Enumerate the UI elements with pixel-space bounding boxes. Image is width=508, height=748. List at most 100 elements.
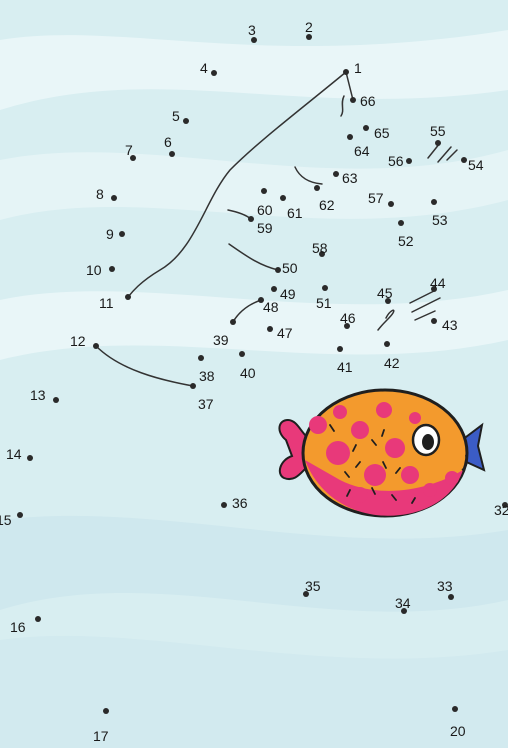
dot-53: 53 bbox=[431, 199, 448, 228]
dot-number-label: 45 bbox=[377, 285, 393, 301]
dot-66: 66 bbox=[350, 93, 376, 109]
dot-37: 37 bbox=[190, 383, 214, 412]
dot-48: 48 bbox=[258, 297, 279, 315]
dot-44: 44 bbox=[430, 275, 446, 292]
dot-6: 6 bbox=[164, 134, 175, 157]
dot-57: 57 bbox=[368, 190, 394, 207]
dot-marker bbox=[35, 616, 41, 622]
dot-marker bbox=[261, 188, 267, 194]
dot-marker bbox=[111, 195, 117, 201]
dot-65: 65 bbox=[363, 125, 390, 141]
dot-number-label: 33 bbox=[437, 578, 453, 594]
dot-marker bbox=[347, 134, 353, 140]
dot-number-label: 40 bbox=[240, 365, 256, 381]
dot-marker bbox=[230, 319, 236, 325]
line-44-43 bbox=[409, 289, 441, 321]
dot-46: 46 bbox=[340, 310, 356, 329]
dot-58: 58 bbox=[312, 240, 328, 257]
dot-number-label: 32 bbox=[494, 502, 508, 518]
dot-marker bbox=[258, 297, 264, 303]
dot-marker bbox=[17, 512, 23, 518]
dot-marker bbox=[190, 383, 196, 389]
dot-number-label: 41 bbox=[337, 359, 353, 375]
dot-number-label: 66 bbox=[360, 93, 376, 109]
dot-marker bbox=[343, 69, 349, 75]
dot-2: 2 bbox=[305, 19, 313, 40]
line-45-42 bbox=[377, 309, 395, 331]
dot-50: 50 bbox=[275, 260, 298, 276]
dot-marker bbox=[198, 355, 204, 361]
dot-number-label: 52 bbox=[398, 233, 414, 249]
dot-number-label: 38 bbox=[199, 368, 215, 384]
dot-marker bbox=[401, 608, 407, 614]
dot-number-label: 61 bbox=[287, 205, 303, 221]
dot-marker bbox=[502, 502, 508, 508]
dot-51: 51 bbox=[316, 285, 332, 311]
dot-8: 8 bbox=[96, 186, 117, 202]
dot-36: 36 bbox=[221, 495, 248, 511]
dot-number-label: 53 bbox=[432, 212, 448, 228]
dot-marker bbox=[337, 346, 343, 352]
dot-marker bbox=[448, 594, 454, 600]
dot-number-label: 11 bbox=[99, 295, 114, 311]
dot-3: 3 bbox=[248, 22, 257, 43]
dot-34: 34 bbox=[395, 595, 411, 614]
dot-62: 62 bbox=[314, 185, 335, 213]
dot-marker bbox=[322, 285, 328, 291]
dot-10: 10 bbox=[86, 262, 115, 278]
dot-number-label: 55 bbox=[430, 123, 446, 139]
dot-number-label: 44 bbox=[430, 275, 446, 291]
dot-marker bbox=[251, 37, 257, 43]
dot-49: 49 bbox=[271, 286, 296, 302]
dot-7: 7 bbox=[125, 142, 136, 161]
line-50-curve bbox=[228, 243, 279, 271]
dot-number-label: 1 bbox=[354, 60, 362, 76]
dot-marker bbox=[344, 323, 350, 329]
dot-number-label: 57 bbox=[368, 190, 384, 206]
dot-4: 4 bbox=[200, 60, 217, 76]
pufferfish-illustration bbox=[278, 388, 486, 518]
dot-marker bbox=[384, 341, 390, 347]
dot-14: 14 bbox=[6, 446, 33, 462]
dot-47: 47 bbox=[267, 325, 293, 341]
dot-marker bbox=[271, 286, 277, 292]
dot-45: 45 bbox=[377, 285, 393, 304]
dot-number-label: 60 bbox=[257, 202, 273, 218]
dot-marker bbox=[306, 34, 312, 40]
dot-13: 13 bbox=[30, 387, 59, 403]
dot-marker bbox=[183, 118, 189, 124]
dot-marker bbox=[431, 318, 437, 324]
dot-marker bbox=[435, 140, 441, 146]
line-1-11 bbox=[127, 71, 347, 298]
dot-number-label: 6 bbox=[164, 134, 172, 150]
dot-15: 15 bbox=[0, 512, 23, 528]
dot-number-label: 16 bbox=[10, 619, 26, 635]
dot-number-label: 15 bbox=[0, 512, 12, 528]
dot-marker bbox=[452, 706, 458, 712]
dot-marker bbox=[363, 125, 369, 131]
dot-number-label: 37 bbox=[198, 396, 214, 412]
dot-marker bbox=[431, 286, 437, 292]
dot-number-label: 9 bbox=[106, 226, 114, 242]
dot-43: 43 bbox=[431, 317, 458, 333]
dot-1: 1 bbox=[343, 60, 362, 76]
dot-marker bbox=[103, 708, 109, 714]
dot-marker bbox=[406, 158, 412, 164]
line-12-37 bbox=[95, 345, 194, 387]
dot-number-label: 4 bbox=[200, 60, 208, 76]
dot-number-label: 51 bbox=[316, 295, 332, 311]
dot-marker bbox=[27, 455, 33, 461]
dot-17: 17 bbox=[93, 708, 109, 744]
dot-number-label: 62 bbox=[319, 197, 335, 213]
dot-number-label: 14 bbox=[6, 446, 22, 462]
dot-number-label: 43 bbox=[442, 317, 458, 333]
dot-number-label: 10 bbox=[86, 262, 102, 278]
dot-marker bbox=[461, 157, 467, 163]
dot-marker bbox=[125, 294, 131, 300]
dot-33: 33 bbox=[437, 578, 454, 600]
dot-number-label: 36 bbox=[232, 495, 248, 511]
dot-marker bbox=[388, 201, 394, 207]
dot-number-label: 65 bbox=[374, 125, 390, 141]
dot-number-label: 34 bbox=[395, 595, 411, 611]
